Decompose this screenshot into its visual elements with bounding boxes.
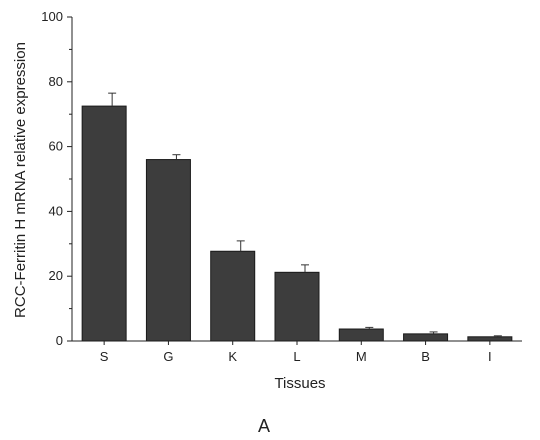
y-tick-label: 40 xyxy=(49,203,63,218)
x-tick-label-b: B xyxy=(421,349,430,364)
x-tick-label-l: L xyxy=(293,349,300,364)
x-axis-title: Tissues xyxy=(274,375,325,392)
error-bar-g xyxy=(172,154,181,160)
y-tick-label: 60 xyxy=(49,139,63,154)
y-tick-label: 20 xyxy=(49,268,63,283)
error-bar-s xyxy=(108,92,117,107)
error-bar-i xyxy=(493,335,502,337)
y-tick-label: 0 xyxy=(56,333,63,348)
bar-k xyxy=(210,250,256,342)
x-tick-label-m: M xyxy=(356,349,367,364)
error-bar-b xyxy=(429,331,438,334)
bar-g xyxy=(145,159,191,342)
x-tick-label-g: G xyxy=(163,349,173,364)
panel-label: A xyxy=(258,416,270,436)
error-bars xyxy=(108,92,502,337)
y-axis-title: RCC-Ferritin H mRNA relative expression xyxy=(12,42,29,318)
x-tick-label-k: K xyxy=(228,349,237,364)
bar-i xyxy=(467,336,513,342)
bar-s xyxy=(81,105,127,342)
y-tick-label: 100 xyxy=(41,9,63,24)
bar-l xyxy=(274,271,320,342)
y-tick-label: 80 xyxy=(49,74,63,89)
bars xyxy=(81,105,513,342)
error-bar-k xyxy=(236,240,245,252)
error-bar-m xyxy=(365,326,374,330)
bar-m xyxy=(338,328,384,342)
y-axis-ticks: 0 20 40 60 80 100 xyxy=(41,9,72,348)
x-tick-label-s: S xyxy=(100,349,109,364)
bar-b xyxy=(403,333,449,342)
x-tick-label-i: I xyxy=(488,349,492,364)
error-bar-l xyxy=(301,264,309,273)
